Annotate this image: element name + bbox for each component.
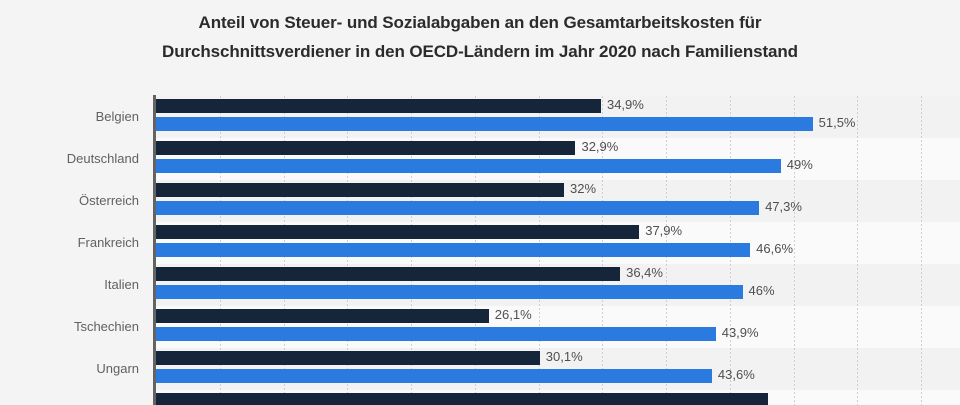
bar-value-label: 43,9% [721, 325, 759, 340]
bar-value-label: 51,5% [818, 115, 856, 130]
bar-couple[interactable] [156, 369, 712, 383]
bar-value-label: 46% [748, 283, 775, 298]
bar-couple[interactable] [156, 117, 813, 131]
bar-single[interactable] [156, 267, 621, 281]
category-label-tschechien: Tschechien [73, 319, 139, 334]
bar-group: 32,9% 49% [156, 138, 960, 180]
bar-single[interactable] [156, 141, 576, 155]
gridline [921, 96, 922, 405]
category-label-ungarn: Ungarn [96, 361, 139, 376]
bar-value-label: 36,4% [626, 265, 663, 280]
gridline [794, 96, 795, 405]
bar-value-label: 49% [786, 157, 813, 172]
chart-title-line-2: Durchschnittsverdiener in den OECD-Lände… [162, 42, 798, 61]
bar-value-label: 47,3% [765, 199, 802, 214]
bar-value-label: 30,1% [545, 349, 583, 364]
bar-value-label: 26,1% [494, 307, 532, 322]
bar-group: 36,4% 46% [156, 264, 960, 306]
bar-group: 37,9% 46,6% [156, 222, 960, 264]
bar-group: 34,9% 51,5% [156, 96, 960, 138]
category-label--sterreich: Österreich [79, 193, 139, 208]
bar-couple[interactable] [156, 285, 743, 299]
category-label-deutschland: Deutschland [66, 151, 139, 166]
value-axis-line [153, 95, 156, 405]
bar-single[interactable] [156, 225, 640, 239]
category-label-frankreich: Frankreich [77, 235, 139, 250]
bar-couple[interactable] [156, 201, 760, 215]
category-label-belgien: Belgien [95, 109, 139, 124]
category-label-italien: Italien [104, 277, 139, 292]
bar-value-label: 46,6% [756, 241, 794, 256]
chart-title-line-1: Anteil von Steuer- und Sozialabgaben an … [198, 13, 762, 32]
bar-single[interactable] [156, 99, 601, 113]
bar-single-partial[interactable] [156, 393, 768, 405]
bar-group: 32% 47,3% [156, 180, 960, 222]
bar-value-label: 37,9% [645, 223, 683, 238]
bar-single[interactable] [156, 183, 564, 197]
bar-value-label: 43,6% [717, 367, 755, 382]
bar-couple[interactable] [156, 327, 716, 341]
bar-value-label: 32% [570, 181, 597, 196]
chart-title: Anteil von Steuer- und Sozialabgaben an … [0, 0, 960, 66]
bar-couple[interactable] [156, 159, 781, 173]
bar-group: 30,1% 43,6% [156, 348, 960, 390]
plot-area: 34,9% 51,5% 32,9% 49% 32% 47,3% 37,9% 46,6% 36,4… [156, 96, 960, 405]
bar-single[interactable] [156, 309, 489, 323]
bar-value-label: 34,9% [606, 97, 644, 112]
bar-group: 26,1% 43,9% [156, 306, 960, 348]
plot-wrapper: 34,9% 51,5% 32,9% 49% 32% 47,3% 37,9% 46,6% 36,4… [0, 90, 960, 405]
bar-couple[interactable] [156, 243, 751, 257]
bar-single[interactable] [156, 351, 540, 365]
gridline [857, 96, 858, 405]
bar-value-label: 32,9% [581, 139, 619, 154]
category-axis-labels: Belgien Deutschland Österreich Frankreich It… [0, 90, 153, 405]
